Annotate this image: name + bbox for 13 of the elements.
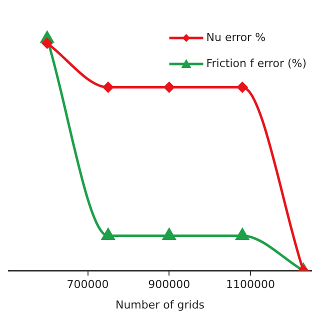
x-tick-label: 900000 xyxy=(148,278,190,292)
point xyxy=(42,38,52,48)
point xyxy=(102,82,114,93)
legend-label: Friction f error (%) xyxy=(206,56,307,70)
x-tick-label: 1100000 xyxy=(226,278,275,292)
x-axis-title: Number of grids xyxy=(115,298,205,312)
legend-label: Nu error % xyxy=(206,30,266,44)
point xyxy=(236,228,249,240)
point xyxy=(102,228,115,240)
point xyxy=(162,228,176,240)
point xyxy=(164,82,174,93)
point xyxy=(237,82,248,93)
x-tick-label: 700000 xyxy=(66,278,109,292)
